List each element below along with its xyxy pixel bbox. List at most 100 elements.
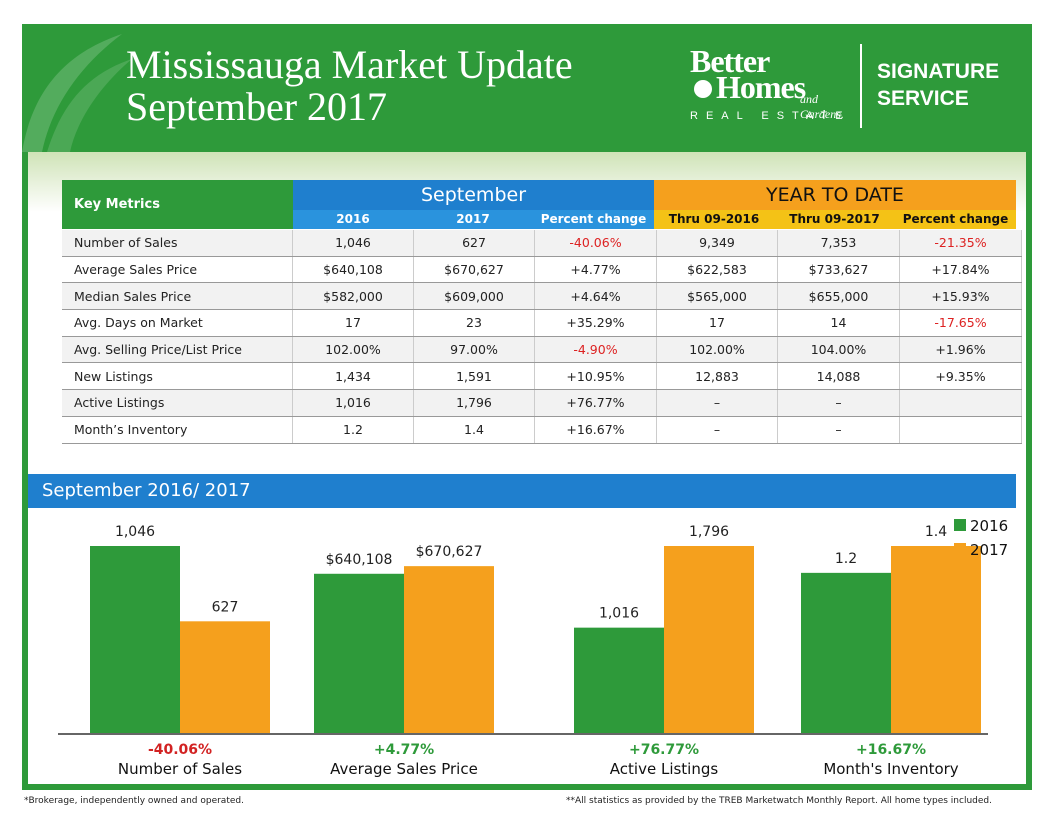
logo-line-1: Better: [690, 43, 770, 79]
signature-service-label: SIGNATURE SERVICE: [877, 58, 999, 112]
table-cell: -17.65%: [899, 309, 1022, 337]
category-label: Average Sales Price: [330, 760, 478, 778]
leaf-icon: [694, 80, 712, 98]
row-label: Month’s Inventory: [62, 416, 293, 444]
legend-swatch-2016: [954, 519, 966, 531]
table-cell: -40.06%: [534, 230, 657, 257]
legend-label: 2017: [970, 541, 1008, 559]
table-row: Average Sales Price $640,108 $670,627 +4.77…: [62, 256, 1022, 284]
table-cell: [899, 416, 1022, 444]
table-row: Avg. Days on Market 17 23 +35.29% 17 14 -17.65…: [62, 309, 1022, 337]
table-cell: +4.64%: [534, 282, 657, 311]
table-cell: 14,088: [777, 362, 900, 391]
table-cell: +10.95%: [534, 362, 657, 391]
subheader-ytd-change: Percent change: [895, 210, 1016, 229]
percent-change-label: +4.77%: [374, 742, 434, 758]
september-header: September: [293, 180, 654, 210]
table-cell: 1.2: [292, 416, 414, 444]
table-cell: 102.00%: [656, 336, 778, 364]
table-row: Active Listings 1,016 1,796 +76.77% – –: [62, 389, 1022, 417]
bar-value-label: 1.4: [925, 524, 947, 540]
table-cell: –: [656, 389, 778, 417]
bar-2016: [314, 573, 404, 734]
table-cell: 104.00%: [777, 336, 900, 364]
table-cell: 1.4: [413, 416, 535, 444]
table-cell: 17: [656, 309, 778, 337]
row-label: Median Sales Price: [62, 282, 293, 311]
bar-2017: [664, 546, 754, 734]
subheader-sep-change: Percent change: [533, 210, 654, 229]
percent-change-label: -40.06%: [148, 742, 212, 758]
table-cell: +17.84%: [899, 256, 1022, 284]
bar-2016: [801, 572, 891, 734]
category-label: Number of Sales: [118, 760, 242, 778]
table-cell: 1,796: [413, 389, 535, 417]
table-cell: 627: [413, 230, 535, 257]
table-cell: 1,016: [292, 389, 414, 417]
table-row: New Listings 1,434 1,591 +10.95% 12,883 14,08…: [62, 362, 1022, 391]
subheader-thru-2016: Thru 09-2016: [654, 210, 774, 229]
table-cell: 1,434: [292, 362, 414, 391]
table-cell: –: [777, 389, 900, 417]
table-cell: +16.67%: [534, 416, 657, 444]
bar-2016: [574, 627, 664, 734]
subheader-2017: 2017: [413, 210, 533, 229]
category-label: Active Listings: [610, 760, 719, 778]
table-cell: 1,591: [413, 362, 535, 391]
bar-2016: [90, 546, 180, 734]
table-cell: +35.29%: [534, 309, 657, 337]
table-cell: $622,583: [656, 256, 778, 284]
percent-change-label: +16.67%: [856, 742, 926, 758]
table-cell: +15.93%: [899, 282, 1022, 311]
table-cell: $733,627: [777, 256, 900, 284]
bar-value-label: 1.2: [835, 551, 857, 567]
table-row: Month’s Inventory 1.2 1.4 +16.67% – –: [62, 416, 1022, 444]
table-row: Number of Sales 1,046 627 -40.06% 9,349 7,353…: [62, 230, 1022, 257]
table-cell: $670,627: [413, 256, 535, 284]
percent-change-label: +76.77%: [629, 742, 699, 758]
table-cell: +4.77%: [534, 256, 657, 284]
page-title: Mississauga Market Update September 2017: [126, 44, 573, 128]
bar-value-label: 1,796: [689, 524, 729, 540]
table-cell: 9,349: [656, 230, 778, 257]
table-cell: 7,353: [777, 230, 900, 257]
logo-divider: [860, 44, 862, 128]
table-row: Median Sales Price $582,000 $609,000 +4.64%…: [62, 282, 1022, 311]
logo-line-2: Homes: [690, 71, 851, 103]
footer-left-note: *Brokerage, independently owned and oper…: [24, 796, 244, 806]
table-cell: $655,000: [777, 282, 900, 311]
row-label: Avg. Selling Price/List Price: [62, 336, 293, 364]
sig-line-1: SIGNATURE: [877, 60, 1000, 83]
row-label: Avg. Days on Market: [62, 309, 293, 337]
table-cell: 97.00%: [413, 336, 535, 364]
bar-value-label: 627: [212, 599, 239, 615]
sig-line-2: SERVICE: [877, 87, 969, 110]
subheader-thru-2017: Thru 09-2017: [774, 210, 895, 229]
table-cell: -21.35%: [899, 230, 1022, 257]
bar-2017: [891, 546, 981, 734]
table-cell: –: [656, 416, 778, 444]
table-cell: $565,000: [656, 282, 778, 311]
row-label: Average Sales Price: [62, 256, 293, 284]
comparison-bar-chart: 1,046 627 -40.06% Number of Sales $640,108 $6…: [58, 517, 1008, 778]
table-row: Avg. Selling Price/List Price 102.00% 97.0…: [62, 336, 1022, 364]
logo-homes-text: Homes: [716, 69, 806, 105]
bar-2017: [404, 566, 494, 734]
table-cell: +9.35%: [899, 362, 1022, 391]
table-cell: $582,000: [292, 282, 414, 311]
chart-band-title: September 2016/ 2017: [28, 474, 1016, 508]
legend-label: 2016: [970, 517, 1008, 535]
category-label: Month's Inventory: [823, 760, 958, 778]
bar-value-label: 1,016: [599, 606, 639, 622]
ytd-header: YEAR TO DATE: [654, 180, 1016, 210]
key-metrics-header: Key Metrics: [62, 180, 293, 229]
title-line-1: Mississauga Market Update: [126, 42, 573, 87]
logo-real-estate: REAL ESTATE: [690, 110, 851, 122]
title-line-2: September 2017: [126, 84, 388, 129]
leaf-decoration-icon: [22, 24, 132, 152]
table-cell: 12,883: [656, 362, 778, 391]
bar-value-label: $670,627: [416, 544, 483, 560]
table-cell: -4.90%: [534, 336, 657, 364]
legend-swatch-2017: [954, 543, 966, 555]
better-homes-logo: Better Homes and Gardens. REAL ESTATE: [690, 43, 851, 122]
